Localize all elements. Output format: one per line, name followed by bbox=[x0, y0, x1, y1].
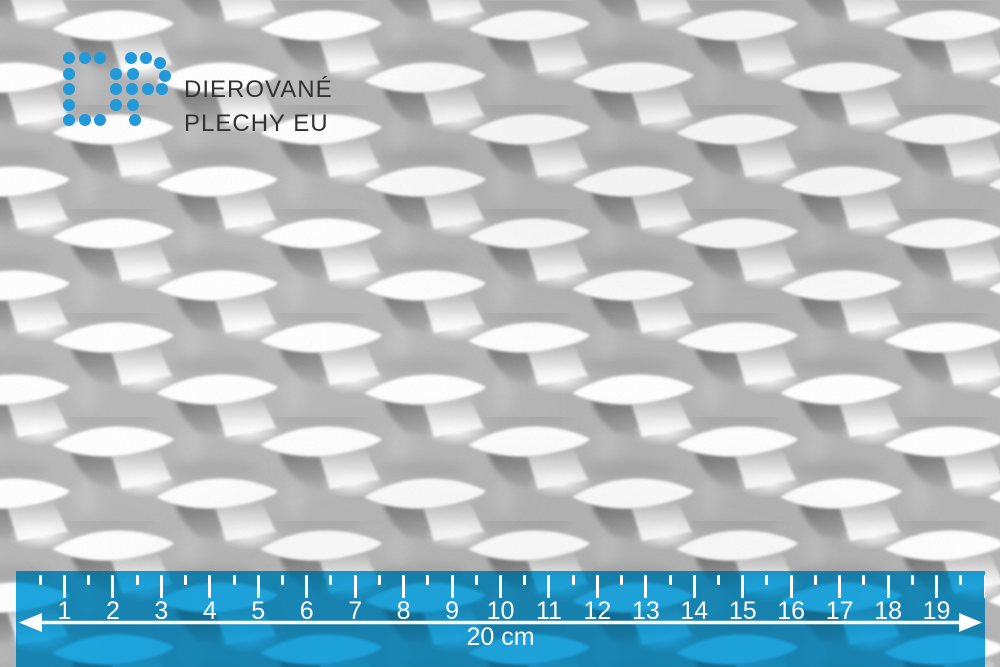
ruler-tick-major bbox=[838, 575, 842, 598]
ruler-number: 14 bbox=[680, 597, 709, 625]
ruler-tick-minor bbox=[959, 575, 963, 585]
ruler-tick-minor bbox=[620, 575, 624, 585]
ruler-tick-major bbox=[256, 575, 260, 598]
ruler-tick-minor bbox=[377, 575, 381, 585]
ruler-number: 9 bbox=[445, 597, 459, 625]
ruler-number: 12 bbox=[583, 597, 612, 625]
ruler-number: 3 bbox=[154, 597, 169, 625]
ruler-tick-major bbox=[450, 575, 454, 598]
ruler-number: 7 bbox=[348, 597, 363, 625]
ruler-tick-major bbox=[305, 575, 309, 598]
ruler-length-label: 20 cm bbox=[466, 623, 535, 651]
ruler-number: 1 bbox=[57, 597, 72, 625]
ruler-tick-major bbox=[499, 575, 502, 598]
ruler-number: 13 bbox=[631, 597, 660, 625]
ruler-tick-major bbox=[111, 575, 115, 598]
ruler-tick-minor bbox=[765, 575, 769, 585]
ruler-tick-minor bbox=[87, 575, 91, 585]
ruler-tick-minor bbox=[523, 575, 527, 585]
ruler-tick-minor bbox=[184, 575, 188, 585]
ruler-tick-minor bbox=[668, 575, 672, 585]
ruler-number: 19 bbox=[922, 597, 951, 625]
ruler-tick-minor bbox=[329, 575, 333, 585]
ruler-tick-minor bbox=[862, 575, 866, 585]
ruler-tick-major bbox=[644, 575, 648, 598]
ruler-tick-major bbox=[692, 575, 696, 598]
ruler-tick-major bbox=[402, 575, 406, 598]
ruler-number: 10 bbox=[486, 597, 515, 625]
ruler-tick-major bbox=[62, 575, 66, 598]
ruler-number: 15 bbox=[728, 597, 757, 625]
ruler-tick-minor bbox=[474, 575, 478, 585]
ruler-tick-minor bbox=[813, 575, 817, 585]
ruler-number: 17 bbox=[825, 597, 854, 625]
ruler-tick-major bbox=[208, 575, 212, 598]
ruler-tick-minor bbox=[717, 575, 721, 585]
ruler-tick-major bbox=[983, 575, 985, 598]
ruler-number: 11 bbox=[535, 597, 562, 625]
ruler-tick-minor bbox=[38, 575, 42, 585]
ruler-number: 16 bbox=[777, 597, 806, 625]
ruler-number: 2 bbox=[105, 597, 120, 625]
ruler-tick-major bbox=[935, 575, 939, 598]
ruler-tick-minor bbox=[232, 575, 236, 585]
ruler-tick-major bbox=[353, 575, 357, 598]
length-arrow-icon bbox=[19, 613, 982, 632]
ruler-tick-major bbox=[595, 575, 599, 598]
ruler-tick-minor bbox=[280, 575, 284, 585]
ruler-overlay: 1 2 3 4 5 6 7 8 9 10 11 12 13 14 15 16 17 18 19 20 cm bbox=[16, 571, 985, 667]
ruler-number: 5 bbox=[251, 597, 266, 625]
ruler-tick-major bbox=[159, 575, 163, 598]
ruler-tick-minor bbox=[571, 575, 575, 585]
ruler-tick-minor bbox=[910, 575, 914, 585]
ruler-number: 6 bbox=[299, 597, 314, 625]
ruler-tick-major bbox=[547, 575, 551, 598]
ruler-number: 18 bbox=[874, 597, 902, 625]
ruler-number: 4 bbox=[202, 597, 217, 625]
ruler-tick-major bbox=[789, 575, 793, 598]
ruler-tick-major bbox=[886, 575, 890, 598]
ruler-tick-major bbox=[741, 575, 745, 598]
ruler-tick-minor bbox=[135, 575, 139, 585]
ruler-tick-minor bbox=[426, 575, 430, 585]
ruler-number: 8 bbox=[396, 597, 411, 625]
